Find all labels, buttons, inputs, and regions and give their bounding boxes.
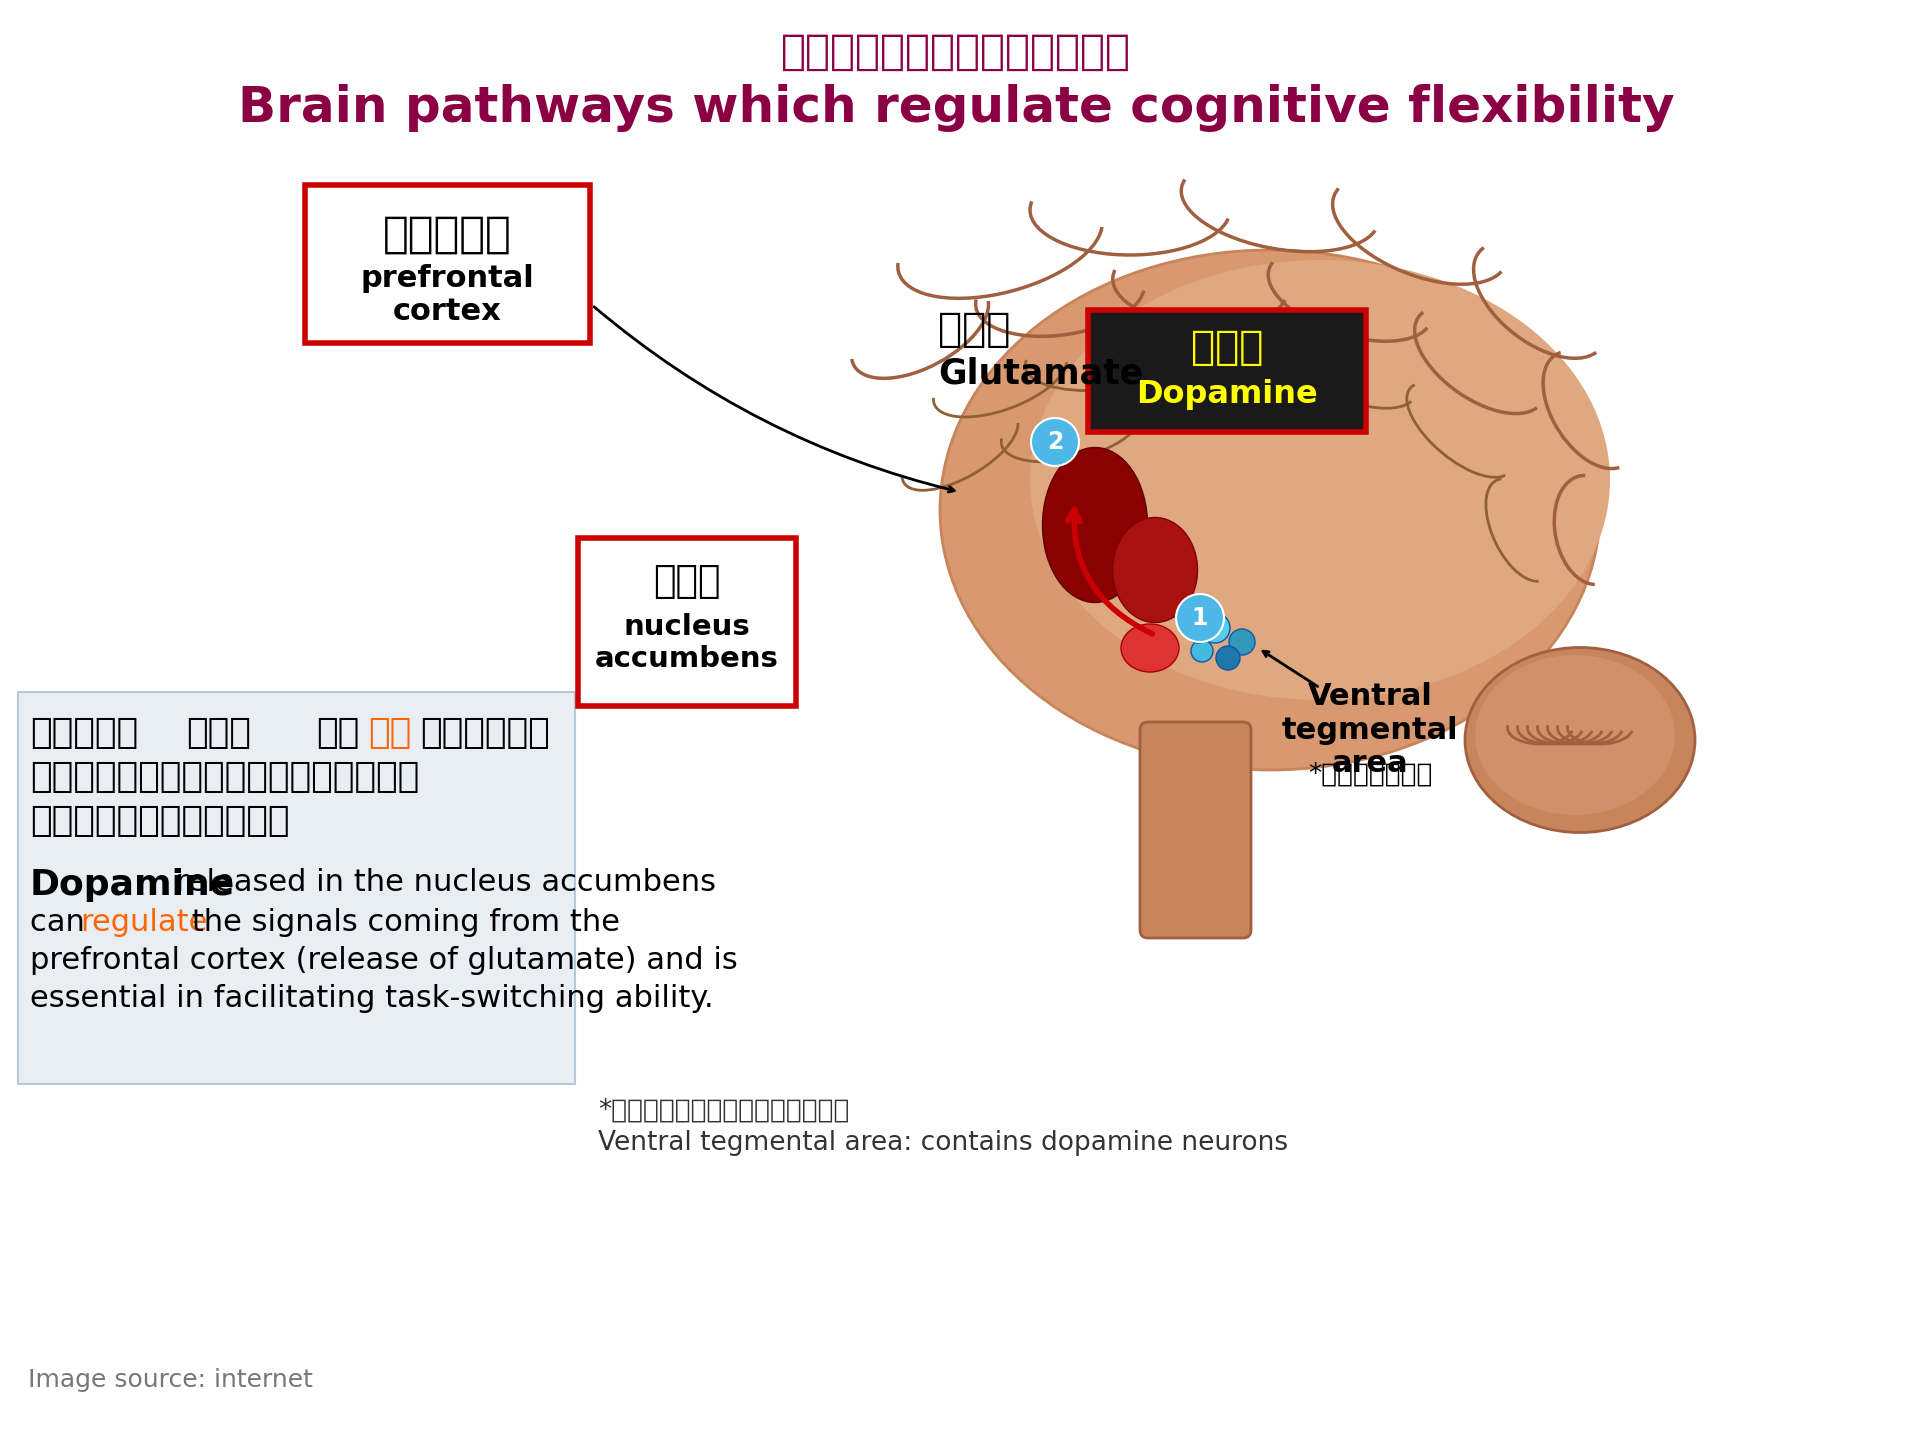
Text: prefrontal
cortex: prefrontal cortex (362, 263, 534, 326)
Text: 前額葉皮層: 前額葉皮層 (383, 214, 513, 256)
Text: released in the nucleus accumbens: released in the nucleus accumbens (166, 869, 715, 897)
Ellipse shape (1113, 518, 1198, 623)
Ellipse shape (1029, 260, 1611, 700)
Text: *中腦腹側被蓋區：含多巴胺神經元: *中腦腹側被蓋區：含多巴胺神經元 (599, 1099, 849, 1125)
Text: 2: 2 (1046, 430, 1064, 454)
Text: essential in facilitating task-switching ability.: essential in facilitating task-switching… (31, 984, 714, 1012)
Text: Dopamine: Dopamine (1136, 378, 1318, 410)
Circle shape (1192, 640, 1213, 661)
Text: the signals coming from the: the signals coming from the (182, 907, 620, 938)
Circle shape (1228, 628, 1255, 654)
Text: Brain pathways which regulate cognitive flexibility: Brain pathways which regulate cognitive … (237, 83, 1674, 132)
Text: 谷胺酸: 谷胺酸 (937, 311, 1010, 349)
Circle shape (1188, 623, 1207, 643)
Text: 「認知靈活性」的大腦調節機制: 「認知靈活性」的大腦調節機制 (781, 32, 1131, 73)
Text: Ventral
tegmental
area: Ventral tegmental area (1282, 682, 1458, 778)
Text: Dopamine: Dopamine (31, 869, 235, 902)
Text: 伏隔核中的: 伏隔核中的 (31, 716, 138, 751)
Text: 腦切換策略的能力至關重要: 腦切換策略的能力至關重要 (31, 804, 289, 838)
Text: 層的信號（谷胺酸的釋放），對於促進大: 層的信號（谷胺酸的釋放），對於促進大 (31, 761, 419, 794)
Circle shape (1176, 594, 1224, 641)
FancyBboxPatch shape (17, 692, 576, 1084)
FancyBboxPatch shape (578, 538, 796, 706)
Text: 來自前額葉皮: 來自前額葉皮 (421, 716, 549, 751)
FancyBboxPatch shape (304, 186, 589, 344)
Ellipse shape (1475, 654, 1676, 815)
Text: 多巴胺: 多巴胺 (1190, 328, 1263, 368)
Circle shape (1031, 418, 1079, 466)
FancyBboxPatch shape (1140, 722, 1251, 938)
Ellipse shape (1043, 447, 1148, 603)
Ellipse shape (1465, 647, 1695, 833)
Text: 多巴胺: 多巴胺 (186, 716, 251, 751)
Text: Image source: internet: Image source: internet (29, 1368, 314, 1392)
Text: 伏隔核: 伏隔核 (652, 564, 721, 600)
Text: 能夠: 能夠 (316, 716, 360, 751)
Text: can: can (31, 907, 94, 938)
Ellipse shape (939, 250, 1599, 769)
Text: Ventral tegmental area: contains dopamine neurons: Ventral tegmental area: contains dopamin… (599, 1130, 1287, 1156)
Circle shape (1199, 613, 1230, 643)
Text: 1: 1 (1192, 605, 1209, 630)
FancyBboxPatch shape (1088, 311, 1366, 431)
Circle shape (1217, 646, 1240, 670)
Text: nucleus
accumbens: nucleus accumbens (595, 613, 779, 673)
Text: 調節: 調節 (367, 716, 411, 751)
Text: prefrontal cortex (release of glutamate) and is: prefrontal cortex (release of glutamate)… (31, 946, 738, 975)
Ellipse shape (1121, 624, 1178, 672)
Text: *中腦腹側被蓋區: *中腦腹側被蓋區 (1308, 762, 1433, 788)
Text: Glutamate: Glutamate (937, 357, 1144, 391)
Text: regulate: regulate (80, 907, 207, 938)
